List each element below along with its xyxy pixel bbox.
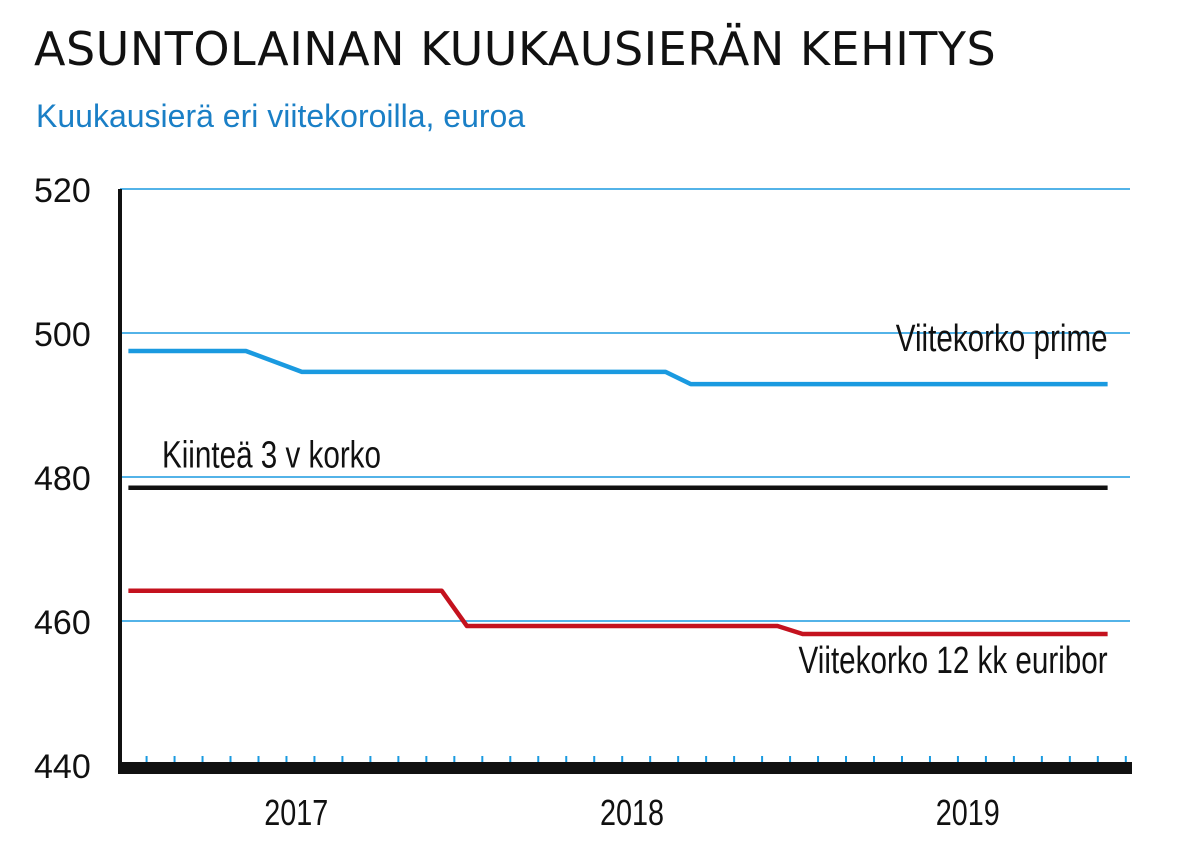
y-tick-label-440: 440 (34, 748, 91, 786)
y-tick-label-480: 480 (34, 460, 91, 498)
x-axis (118, 762, 1132, 774)
series-label-1: Kiinteä 3 v korko (162, 434, 381, 476)
x-tick-label-2017: 2017 (264, 792, 328, 833)
y-tick-label-500: 500 (34, 316, 91, 354)
series-label-0: Viitekorko prime (896, 318, 1108, 360)
x-tick-label-2018: 2018 (600, 792, 664, 833)
x-tick-label-2019: 2019 (936, 792, 1000, 833)
chart-title: ASUNTOLAINAN KUUKAUSIERÄN KEHITYS (34, 22, 997, 76)
y-tick-label-460: 460 (34, 604, 91, 642)
y-tick-label-520: 520 (34, 172, 91, 210)
series-line-0 (128, 348, 1108, 387)
series-label-2: Viitekorko 12 kk euribor (799, 639, 1108, 681)
chart-subtitle: Kuukausierä eri viitekoroilla, euroa (36, 98, 526, 134)
series-line-2 (128, 588, 1108, 637)
